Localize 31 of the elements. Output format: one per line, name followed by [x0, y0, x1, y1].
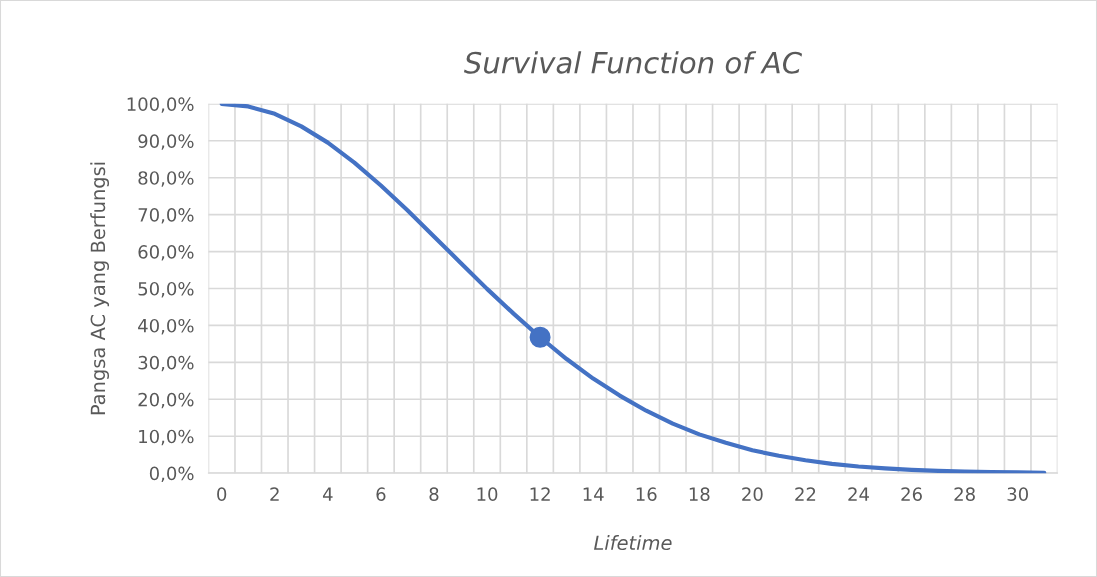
y-tick-label: 80,0% [138, 171, 194, 187]
x-tick-label: 14 [583, 487, 604, 501]
x-tick-label: 6 [376, 487, 386, 502]
x-tick-label: 20 [742, 487, 763, 502]
x-tick-label: 28 [954, 487, 975, 502]
x-tick-label: 26 [901, 487, 922, 502]
y-tick-label: 20,0% [138, 392, 194, 409]
y-tick-label: 10,0% [139, 429, 194, 446]
y-tick-label: 90,0% [138, 134, 194, 150]
y-tick-label: 100,0% [127, 97, 194, 113]
x-tick-label: 30 [1007, 487, 1028, 502]
x-tick-label: 24 [848, 487, 869, 501]
y-tick-label: 50,0% [138, 281, 194, 298]
x-tick-label: 2 [270, 487, 279, 501]
x-tick-label: 22 [795, 487, 816, 501]
y-axis-title: Pangsa AC yang Berfungsi [90, 162, 110, 415]
y-tick-label: 30,0% [138, 355, 194, 372]
x-axis-title: Lifetime [594, 535, 672, 551]
x-tick-label: 16 [636, 487, 657, 502]
x-tick-label: 4 [322, 487, 333, 501]
x-tick-label: 0 [217, 487, 227, 502]
y-tick-label: 60,0% [138, 245, 194, 261]
line-series [219, 103, 1047, 474]
y-tick-label: 0,0% [149, 466, 194, 483]
x-tick-label: 8 [429, 487, 439, 502]
y-tick-label: 70,0% [138, 208, 194, 224]
x-tick-label: 10 [477, 487, 498, 502]
x-tick-label: 12 [530, 487, 550, 501]
x-tick-label: 18 [689, 487, 710, 502]
chart-title: Survival Function of AC [463, 51, 803, 74]
y-tick-label: 40,0% [138, 318, 194, 335]
